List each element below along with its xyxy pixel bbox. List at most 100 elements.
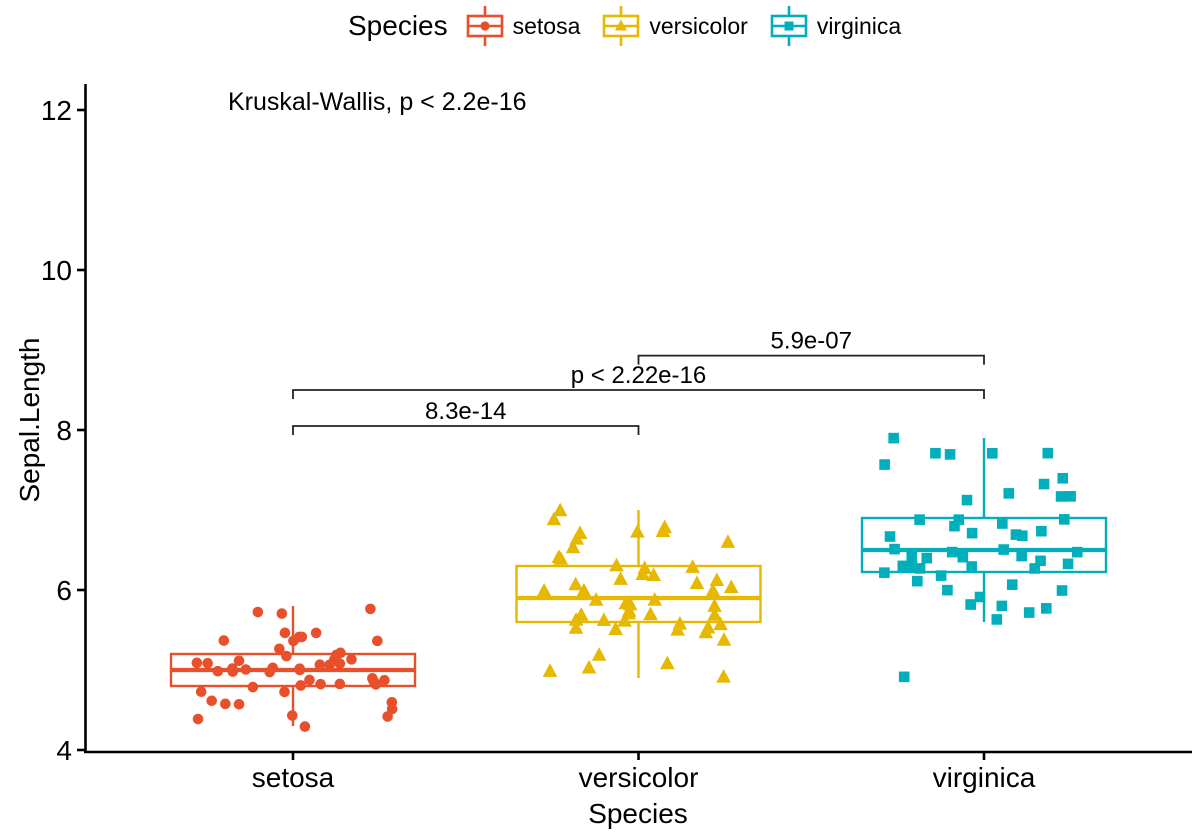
y-tick-label: 10 [41,255,72,286]
virginica-point [914,563,926,574]
virginica-point [1023,607,1035,618]
versicolor-point [573,607,589,621]
virginica-point [966,527,978,539]
virginica-point [1035,555,1046,567]
virginica-point [965,599,976,610]
virginica-point [1036,525,1047,537]
setosa-point [279,686,290,698]
versicolor-point [637,560,652,575]
setosa-point [372,635,383,647]
versicolor-point [713,616,728,631]
versicolor-point [546,511,562,526]
setosa-point [233,698,245,710]
legend-item-setosa: setosa [464,3,581,49]
versicolor-point [536,582,552,597]
versicolor-point [542,663,558,677]
versicolor-point [698,624,714,639]
setosa-point [310,627,322,639]
setosa-point [279,627,291,639]
virginica-point [906,560,918,572]
legend: Species setosa versicolor virginica [348,2,901,50]
virginica-point [942,584,953,596]
setosa-point [220,698,231,710]
x-tick-label-setosa: setosa [252,762,335,793]
versicolor-point [657,519,672,534]
legend-label-setosa: setosa [512,12,581,39]
virginica-point [997,518,1008,529]
virginica-point [1038,478,1050,490]
comparison-label-2: 5.9e-07 [771,328,852,355]
virginica-point [949,520,960,532]
legend-label-virginica: virginica [816,12,902,39]
legend-label-versicolor: versicolor [649,12,748,39]
setosa-point [195,686,207,698]
versicolor-point [596,612,612,626]
virginica-point [1003,488,1015,499]
x-tick-label-versicolor: versicolor [579,762,699,793]
setosa-point [206,695,217,707]
versicolor-point [565,539,581,554]
virginica-point [1016,550,1027,562]
x-tick-label-virginica: virginica [933,762,1036,793]
comparison-label-1: p < 2.22e-16 [571,362,706,389]
legend-item-versicolor: versicolor [600,3,748,49]
versicolor-point [707,598,722,612]
setosa-point [192,713,204,725]
virginica-point [1010,529,1022,540]
setosa-point [191,657,203,669]
setosa-point [240,664,252,675]
versicolor-point [621,605,637,620]
versicolor-point [609,557,624,572]
comparison-label-0: 8.3e-14 [425,398,506,425]
y-tick-label: 12 [41,95,72,126]
versicolor-point [724,579,739,594]
legend-key-circle-icon [466,6,503,46]
virginica-jitter-points [879,432,1083,683]
versicolor-point [588,592,604,606]
setosa-point [331,649,342,661]
versicolor-point [623,596,638,611]
legend-key-square-icon [770,6,808,46]
versicolor-point [630,524,645,538]
legend-key-triangle-icon [603,6,640,46]
virginica-point [879,459,890,470]
setosa-point [276,608,288,619]
virginica-point [1056,585,1068,596]
setosa-point [315,678,326,690]
versicolor-point [572,525,588,539]
versicolor-point [709,572,725,586]
virginica-point [957,551,969,563]
virginica-point [961,494,973,506]
versicolor-point [591,647,607,661]
setosa-point [334,678,346,690]
virginica-point [996,600,1008,612]
virginica-point [906,551,918,562]
legend-items: setosa versicolor virginica [464,3,902,49]
comparison-bracket-2 [637,354,985,365]
versicolor-point [576,582,592,597]
virginica-point [914,514,925,525]
virginica-point [1071,546,1083,558]
setosa-point [293,631,305,643]
versicolor-point [720,534,736,548]
virginica-point [1057,472,1069,484]
virginica-point [930,447,941,459]
setosa-point [304,674,315,686]
setosa-point [218,635,230,646]
versicolor-point [608,621,623,636]
comparison-bracket-1 [292,389,985,399]
setosa-point [264,666,275,678]
setosa-point [299,721,311,732]
virginica-point [974,591,986,603]
virginica-point [966,561,978,572]
versicolor-point [617,613,632,627]
versicolor-point [716,632,732,646]
virginica-point [953,514,965,525]
y-tick-label: 6 [56,575,72,606]
virginica-point [897,560,909,572]
virginica-point [1062,558,1074,570]
setosa-point [274,643,285,655]
versicolor-point [705,582,721,597]
